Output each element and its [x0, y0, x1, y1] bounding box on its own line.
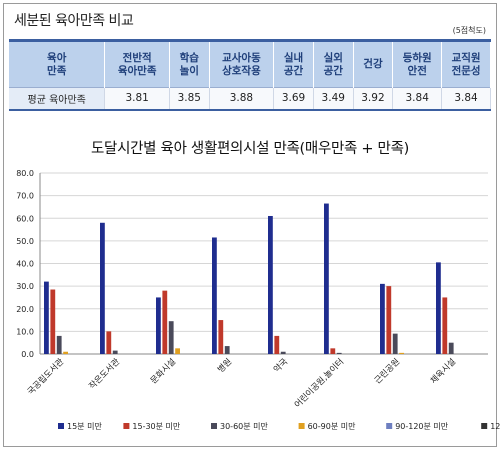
bar	[380, 283, 385, 354]
bar	[162, 290, 168, 354]
legend-label: 15분 미만	[67, 422, 102, 431]
bar	[44, 281, 49, 354]
legend-swatch	[58, 423, 64, 429]
y-tick-label: 10.0	[16, 327, 34, 336]
table-column-header: 등하원 안전	[392, 39, 443, 88]
bar	[268, 215, 273, 354]
bar	[392, 333, 398, 354]
y-tick-label: 80.0	[16, 169, 34, 178]
bar	[100, 222, 105, 354]
legend-label: 15-30분 미만	[132, 422, 181, 431]
table-column-header: 교직원 전문성	[441, 39, 491, 88]
table-column-header: 실내 공간	[273, 39, 314, 88]
bar	[175, 348, 180, 354]
table-cell: 3.81	[104, 87, 170, 111]
bar	[112, 350, 118, 354]
table-row-label: 평균 육아만족	[9, 87, 106, 111]
satisfaction-table: 육아 만족 전반적 육아만족 학습 놀이 교사아동 상호작용 실내 공간 실외 공간 건강 등하원 안전 교직…	[9, 39, 491, 111]
x-tick-label: 체육시설	[428, 356, 458, 386]
bar	[168, 321, 174, 354]
x-tick-label: 작은도서관	[87, 356, 123, 392]
bar	[156, 297, 161, 354]
bar	[106, 331, 112, 354]
bar	[399, 352, 404, 354]
bar	[448, 342, 454, 354]
legend-label: 60-90분 미만	[308, 422, 357, 431]
table-column-header: 교사아동 상호작용	[209, 39, 275, 88]
figure-frame	[3, 3, 497, 447]
scale-note: (5점척도)	[452, 26, 486, 35]
table-cell: 3.49	[313, 87, 354, 111]
x-tick-label: 병원	[216, 357, 234, 375]
y-tick-label: 50.0	[16, 237, 34, 246]
table-cell: 3.69	[273, 87, 314, 111]
table-column-header: 건강	[353, 39, 394, 88]
bar	[442, 297, 448, 354]
y-tick-label: 30.0	[16, 282, 34, 291]
table-row: 평균 육아만족 3.81 3.85 3.88 3.69 3.49 3.92 3.84 3.84	[9, 87, 491, 111]
bar	[274, 335, 280, 354]
y-tick-label: 70.0	[16, 192, 34, 201]
legend-swatch	[298, 423, 305, 429]
table-cell: 3.85	[169, 87, 210, 111]
x-tick-label: 국공립도서관	[25, 356, 66, 397]
bar	[50, 289, 56, 354]
table-column-header: 전반적 육아만족	[104, 39, 170, 88]
x-tick-label: 약국	[271, 356, 290, 375]
legend-label: 120분 이상	[490, 421, 500, 431]
bar	[56, 335, 62, 354]
bar	[386, 286, 392, 354]
y-tick-label: 0.0	[21, 350, 34, 359]
x-tick-label: 문화시설	[148, 356, 178, 386]
table-column-header: 실외 공간	[313, 39, 354, 88]
x-tick-label: 근린공원	[372, 356, 402, 386]
table-column-header: 학습 놀이	[169, 39, 210, 88]
bar	[336, 352, 342, 354]
table-cell: 3.92	[353, 87, 394, 111]
bar	[218, 320, 224, 354]
bar	[280, 351, 286, 354]
section-title: 세분된 육아만족 비교	[14, 13, 134, 29]
chart-title: 도달시간별 육아 생활편의시설 만족(매우만족 + 만족)	[91, 141, 409, 157]
legend-swatch	[386, 423, 393, 429]
table-cell: 3.88	[209, 87, 275, 111]
table-cell: 3.84	[392, 87, 443, 111]
y-tick-label: 20.0	[16, 305, 34, 314]
legend-swatch	[211, 423, 217, 429]
y-tick-label: 40.0	[16, 260, 34, 269]
x-tick-label: 어린이공원,놀이터	[292, 356, 346, 410]
legend-swatch	[481, 423, 488, 429]
bar	[330, 348, 336, 354]
legend-label: 30-60분 미만	[220, 422, 269, 431]
y-tick-label: 60.0	[16, 214, 34, 223]
legend-swatch	[123, 423, 130, 429]
table-cell: 3.84	[441, 87, 491, 111]
table-corner-header: 육아 만족	[9, 39, 106, 88]
bar	[224, 346, 230, 354]
table-header-row: 육아 만족 전반적 육아만족 학습 놀이 교사아동 상호작용 실내 공간 실외 공간 건강 등하원 안전 교직…	[9, 39, 491, 88]
legend-label: 90-120분 미만	[395, 422, 449, 431]
bar	[63, 351, 68, 354]
bar	[324, 203, 329, 354]
bar	[212, 237, 217, 354]
bar	[436, 262, 441, 354]
